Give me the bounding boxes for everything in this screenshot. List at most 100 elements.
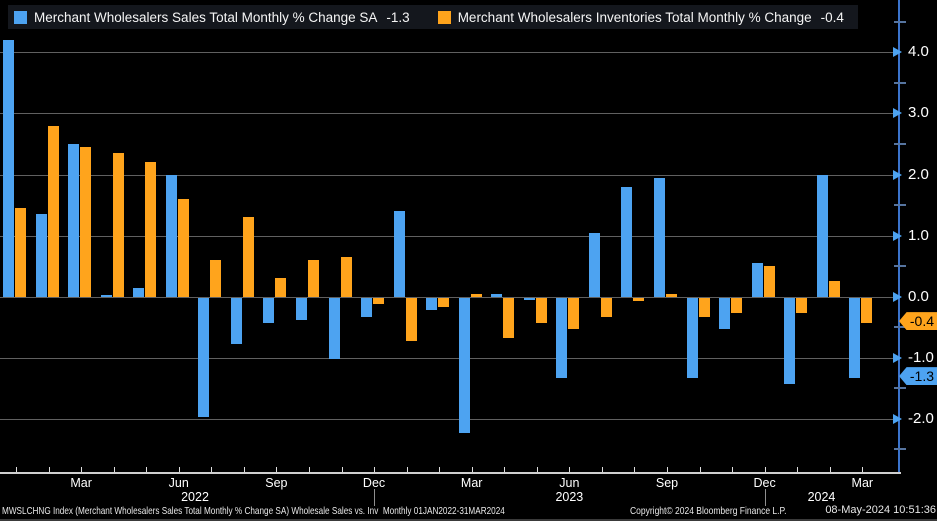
x-axis-tick xyxy=(829,467,831,472)
bar-sales xyxy=(100,294,112,297)
y-axis-minor-tick xyxy=(894,20,906,23)
x-axis-label: Jun xyxy=(559,476,580,490)
x-axis-tick xyxy=(439,467,441,472)
bar-inventories xyxy=(373,298,385,305)
bar-inventories xyxy=(731,298,743,314)
x-axis-label: Mar xyxy=(70,476,92,490)
bar-inventories xyxy=(340,256,352,297)
x-axis-tick xyxy=(178,467,180,472)
bar-sales xyxy=(621,186,633,297)
x-axis-tick xyxy=(81,467,83,472)
x-axis-tick xyxy=(634,467,636,472)
x-axis-tick xyxy=(374,467,376,472)
bar-inventories xyxy=(15,208,26,297)
x-axis-tick xyxy=(536,467,538,472)
bar-sales xyxy=(263,298,275,323)
bottom-edge-divider xyxy=(0,519,937,521)
bar-sales xyxy=(556,298,568,378)
bar-inventories xyxy=(568,298,580,329)
bar-inventories xyxy=(698,298,710,317)
bar-inventories xyxy=(210,260,222,297)
bar-inventories xyxy=(80,147,92,297)
bar-sales xyxy=(3,40,14,297)
bar-sales xyxy=(491,293,503,297)
x-axis-tick xyxy=(48,467,50,472)
bar-sales xyxy=(686,298,698,378)
bar-sales xyxy=(426,298,438,311)
x-axis-tick xyxy=(504,467,506,472)
legend-item-inventories[interactable]: Merchant Wholesalers Inventories Total M… xyxy=(437,9,844,25)
bar-sales xyxy=(654,177,665,297)
x-axis-tick xyxy=(406,467,408,472)
legend-label-sales: Merchant Wholesalers Sales Total Monthly… xyxy=(34,9,378,25)
x-axis-tick xyxy=(797,467,799,472)
bar-inventories xyxy=(145,162,157,297)
bar-sales xyxy=(784,298,796,384)
bar-inventories xyxy=(666,293,677,297)
bar-sales xyxy=(35,214,47,297)
footer-copyright: Copyright© 2024 Bloomberg Finance L.P. xyxy=(630,505,787,517)
x-axis-tick xyxy=(211,467,213,472)
year-label: 2022 xyxy=(181,490,209,504)
bar-sales xyxy=(133,287,145,297)
year-label: 2023 xyxy=(555,490,584,504)
y-axis-label: 2.0 xyxy=(908,165,929,183)
inventories-swatch-icon xyxy=(437,10,451,24)
gridline xyxy=(0,418,899,420)
y-axis-tick-arrow xyxy=(893,47,902,58)
x-axis-label: Mar xyxy=(851,476,874,490)
y-axis-minor-tick xyxy=(894,326,906,329)
y-axis-label: -1.0 xyxy=(908,348,934,366)
bar-inventories xyxy=(633,298,645,302)
bar-inventories xyxy=(242,217,254,297)
x-axis-tick xyxy=(113,467,115,472)
year-label: 2024 xyxy=(807,490,836,504)
gridline xyxy=(0,357,899,359)
y-axis-tick-arrow xyxy=(893,291,902,302)
gridline xyxy=(0,113,899,115)
legend-value-sales: -1.3 xyxy=(386,9,410,25)
bar-sales xyxy=(198,298,210,418)
bar-inventories xyxy=(503,298,515,338)
bar-inventories xyxy=(47,125,59,297)
x-axis-tick xyxy=(569,467,571,472)
x-axis-tick xyxy=(276,467,278,472)
gridline xyxy=(0,52,899,54)
last-value-badge-inventories: -0.4 xyxy=(899,312,937,331)
y-axis-tick-arrow xyxy=(893,230,902,241)
x-axis-tick xyxy=(243,467,245,472)
bar-inventories xyxy=(470,293,482,297)
y-axis-tick-arrow xyxy=(893,169,902,180)
legend-label-inventories: Merchant Wholesalers Inventories Total M… xyxy=(457,9,812,25)
bar-sales xyxy=(295,298,307,320)
last-value-badge-sales: -1.3 xyxy=(899,367,937,386)
footer-datetime: 08-May-2024 10:51:36 xyxy=(825,504,936,516)
sales-swatch-icon xyxy=(14,10,27,24)
bar-sales xyxy=(68,143,80,297)
year-divider xyxy=(374,489,376,506)
x-axis-tick xyxy=(862,467,864,472)
x-axis-label: Mar xyxy=(460,476,483,490)
x-axis-tick xyxy=(308,467,310,472)
bar-sales xyxy=(588,232,600,297)
x-axis-label: Sep xyxy=(655,476,679,490)
y-axis-minor-tick xyxy=(894,387,906,390)
bar-inventories xyxy=(535,298,547,323)
bar-sales xyxy=(361,298,373,317)
y-axis-minor-tick xyxy=(894,204,906,207)
x-axis-tick xyxy=(732,467,734,472)
bar-sales xyxy=(816,174,828,297)
x-axis-tick xyxy=(667,467,668,472)
gridline xyxy=(0,235,899,237)
bar-sales xyxy=(523,298,535,301)
bar-inventories xyxy=(177,198,189,297)
bar-sales xyxy=(328,298,340,360)
x-axis-tick xyxy=(146,467,148,472)
bar-sales xyxy=(849,298,861,378)
legend-item-sales[interactable]: Merchant Wholesalers Sales Total Monthly… xyxy=(14,10,410,25)
footer-security-info: MWSLCHNG Index (Merchant Wholesalers Sal… xyxy=(2,505,505,517)
x-axis-tick xyxy=(601,467,603,472)
y-axis-minor-tick xyxy=(894,81,906,84)
chart-legend: Merchant Wholesalers Sales Total Monthly… xyxy=(8,5,858,29)
bar-inventories xyxy=(796,298,808,314)
